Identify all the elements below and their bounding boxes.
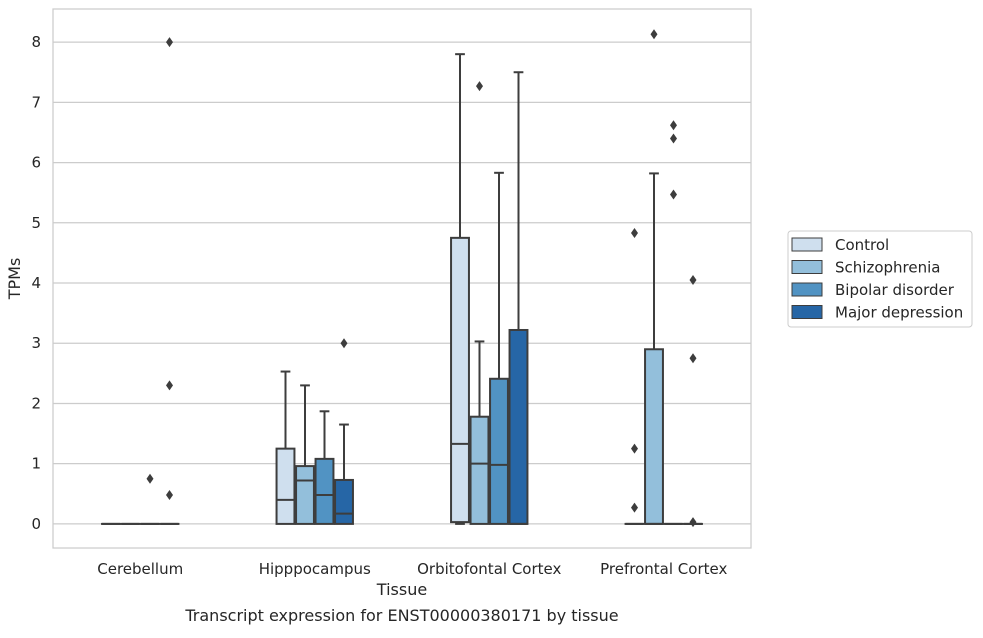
x-axis-title: Tissue <box>376 580 427 599</box>
outlier-point <box>631 503 638 513</box>
box <box>645 29 663 524</box>
box-body <box>277 449 295 524</box>
box <box>510 72 528 524</box>
box <box>451 54 469 524</box>
outlier-point <box>670 189 677 199</box>
box-body <box>316 459 334 524</box>
outlier-point <box>166 37 173 47</box>
box <box>296 385 314 524</box>
box-body <box>471 417 489 524</box>
y-tick-label: 3 <box>31 334 41 352</box>
y-axis-title: TPMs <box>5 258 24 301</box>
box <box>684 275 702 527</box>
legend-label: Schizophrenia <box>835 259 940 277</box>
x-tick-label: Hipppocampus <box>259 560 371 578</box>
box-body <box>451 238 469 522</box>
y-tick-label: 1 <box>31 455 41 473</box>
chart-caption: Transcript expression for ENST0000038017… <box>184 606 618 625</box>
outlier-point <box>341 338 348 348</box>
box <box>277 372 295 524</box>
series-schizophrenia <box>122 29 663 524</box>
outlier-point <box>166 380 173 390</box>
outlier-point <box>670 133 677 143</box>
series-control <box>102 54 643 524</box>
legend: Control Schizophrenia Bipolar disorder Majo… <box>788 231 972 327</box>
y-tick-label: 5 <box>31 214 41 232</box>
outlier-point <box>651 29 658 39</box>
box-body <box>490 379 508 524</box>
x-tick-label: Prefrontal Cortex <box>600 560 727 578</box>
x-tick-labels: Cerebellum Hipppocampus Orbitofontal Corte… <box>97 560 727 578</box>
outlier-point <box>631 444 638 454</box>
box-body <box>510 330 528 524</box>
box-body <box>645 349 663 524</box>
legend-label: Control <box>835 236 889 254</box>
outlier-point <box>631 228 638 238</box>
outlier-point <box>166 490 173 500</box>
box <box>490 173 508 524</box>
legend-swatch <box>792 238 822 251</box>
box <box>316 411 334 524</box>
y-tick-label: 8 <box>31 33 41 51</box>
y-tick-labels: 0 1 2 3 4 5 6 7 8 <box>31 33 41 533</box>
legend-label: Bipolar disorder <box>835 281 955 299</box>
outlier-point <box>670 120 677 130</box>
box <box>471 81 489 524</box>
y-tick-label: 4 <box>31 274 41 292</box>
box-series <box>102 29 702 527</box>
y-tick-label: 6 <box>31 154 41 172</box>
x-tick-label: Cerebellum <box>97 560 183 578</box>
box <box>141 474 159 524</box>
y-tick-label: 0 <box>31 515 41 533</box>
legend-swatch <box>792 261 822 274</box>
outlier-point <box>476 81 483 91</box>
outlier-point <box>690 353 697 363</box>
y-tick-label: 2 <box>31 394 41 412</box>
box-body <box>296 466 314 524</box>
legend-label: Major depression <box>835 304 963 322</box>
y-tick-label: 7 <box>31 93 41 111</box>
box <box>626 228 644 524</box>
box <box>161 37 179 524</box>
x-tick-label: Orbitofontal Cortex <box>417 560 561 578</box>
series-major-depression <box>161 37 702 527</box>
box <box>335 338 353 524</box>
legend-swatch <box>792 306 822 319</box>
legend-swatch <box>792 283 822 296</box>
outlier-point <box>690 517 697 527</box>
box-body <box>335 480 353 524</box>
outlier-point <box>147 474 154 484</box>
